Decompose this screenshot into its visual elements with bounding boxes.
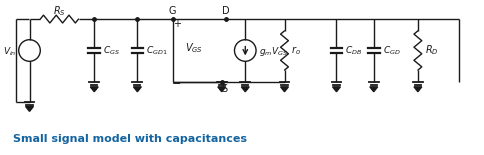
Text: $C_{GS}$: $C_{GS}$ — [103, 44, 120, 57]
Text: −: − — [172, 79, 182, 89]
Text: $C_{GD1}$: $C_{GD1}$ — [146, 44, 168, 57]
Text: D: D — [222, 6, 229, 16]
Polygon shape — [281, 87, 288, 92]
Polygon shape — [91, 87, 98, 92]
Text: Small signal model with capacitances: Small signal model with capacitances — [13, 134, 247, 144]
Text: G: G — [169, 6, 177, 16]
Polygon shape — [134, 87, 141, 92]
Text: $g_m V_{GS}$: $g_m V_{GS}$ — [259, 45, 288, 58]
Polygon shape — [242, 87, 249, 92]
Text: S: S — [222, 84, 228, 94]
Polygon shape — [414, 87, 422, 92]
Text: $R_D$: $R_D$ — [425, 44, 439, 57]
Text: $V_{in}$: $V_{in}$ — [3, 45, 17, 58]
Polygon shape — [333, 87, 340, 92]
Text: $r_o$: $r_o$ — [291, 44, 301, 57]
Polygon shape — [370, 87, 378, 92]
Text: $C_{GD}$: $C_{GD}$ — [382, 44, 400, 57]
Text: $R_S$: $R_S$ — [53, 4, 66, 18]
Text: +: + — [173, 19, 181, 29]
Polygon shape — [218, 87, 226, 92]
Text: $C_{DB}$: $C_{DB}$ — [345, 44, 363, 57]
Text: $V_{GS}$: $V_{GS}$ — [185, 42, 203, 55]
Polygon shape — [26, 106, 33, 111]
